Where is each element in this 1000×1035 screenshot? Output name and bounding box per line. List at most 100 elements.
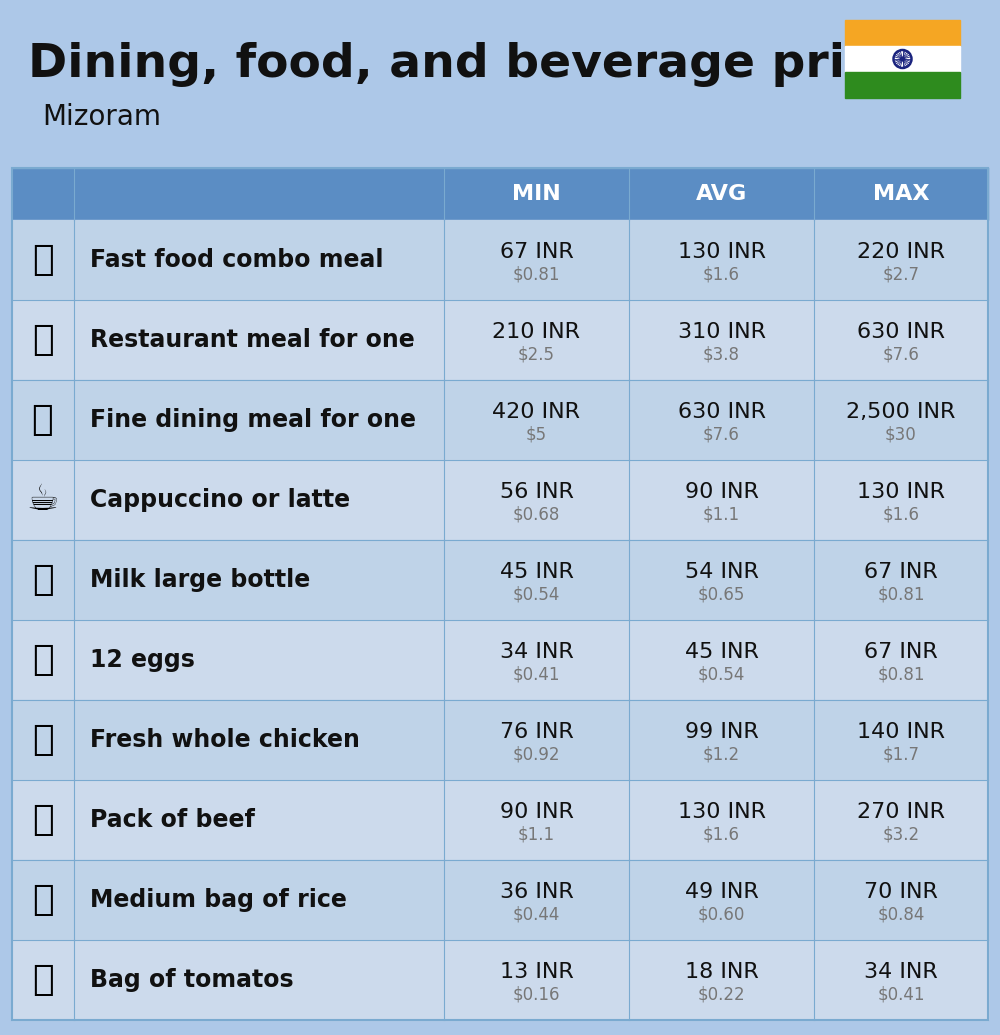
Bar bbox=[12, 168, 988, 1021]
Text: $1.6: $1.6 bbox=[883, 505, 920, 523]
Text: 🥛: 🥛 bbox=[32, 563, 54, 597]
Text: 67 INR: 67 INR bbox=[864, 562, 938, 582]
Text: Pack of beef: Pack of beef bbox=[90, 808, 255, 832]
Text: $0.68: $0.68 bbox=[513, 505, 560, 523]
Text: MIN: MIN bbox=[512, 184, 561, 204]
Text: 45 INR: 45 INR bbox=[685, 642, 758, 662]
Bar bbox=[12, 860, 988, 940]
Text: 210 INR: 210 INR bbox=[492, 322, 580, 342]
Text: 🍽️: 🍽️ bbox=[32, 403, 54, 437]
Circle shape bbox=[901, 57, 904, 61]
Text: 36 INR: 36 INR bbox=[500, 882, 573, 901]
Text: 630 INR: 630 INR bbox=[678, 402, 766, 422]
Text: $0.54: $0.54 bbox=[513, 585, 560, 603]
Text: Fine dining meal for one: Fine dining meal for one bbox=[90, 408, 416, 432]
Bar bbox=[12, 168, 988, 220]
Bar bbox=[12, 700, 988, 780]
Text: $1.7: $1.7 bbox=[883, 745, 920, 763]
Text: $0.81: $0.81 bbox=[513, 265, 560, 283]
Text: $3.8: $3.8 bbox=[703, 345, 740, 363]
Text: 76 INR: 76 INR bbox=[500, 722, 573, 742]
Text: 🥩: 🥩 bbox=[32, 803, 54, 837]
Text: Milk large bottle: Milk large bottle bbox=[90, 568, 310, 592]
Text: 420 INR: 420 INR bbox=[492, 402, 580, 422]
Text: $1.1: $1.1 bbox=[518, 825, 555, 842]
Text: $0.41: $0.41 bbox=[877, 985, 925, 1003]
Text: 130 INR: 130 INR bbox=[857, 482, 945, 502]
Text: Restaurant meal for one: Restaurant meal for one bbox=[90, 328, 415, 352]
Text: 45 INR: 45 INR bbox=[500, 562, 573, 582]
Text: $0.16: $0.16 bbox=[513, 985, 560, 1003]
Text: 12 eggs: 12 eggs bbox=[90, 648, 195, 672]
Text: $0.54: $0.54 bbox=[698, 666, 745, 683]
Text: $7.6: $7.6 bbox=[703, 425, 740, 443]
Text: 🥚: 🥚 bbox=[32, 643, 54, 677]
Bar bbox=[12, 300, 988, 380]
Text: 2,500 INR: 2,500 INR bbox=[846, 402, 956, 422]
Text: 67 INR: 67 INR bbox=[500, 242, 573, 262]
Text: 🍚: 🍚 bbox=[32, 883, 54, 917]
Text: $0.22: $0.22 bbox=[698, 985, 745, 1003]
Text: 49 INR: 49 INR bbox=[685, 882, 758, 901]
Text: ☕: ☕ bbox=[27, 483, 59, 518]
Bar bbox=[12, 940, 988, 1021]
Text: $7.6: $7.6 bbox=[883, 345, 919, 363]
Text: Medium bag of rice: Medium bag of rice bbox=[90, 888, 347, 912]
Text: $0.41: $0.41 bbox=[513, 666, 560, 683]
Bar bbox=[845, 46, 960, 72]
Text: Cappuccino or latte: Cappuccino or latte bbox=[90, 487, 350, 512]
Bar bbox=[12, 620, 988, 700]
Bar bbox=[845, 20, 960, 46]
Bar bbox=[12, 220, 988, 300]
Text: 18 INR: 18 INR bbox=[685, 962, 758, 982]
Text: 90 INR: 90 INR bbox=[500, 802, 573, 822]
Text: MAX: MAX bbox=[873, 184, 929, 204]
Text: Fresh whole chicken: Fresh whole chicken bbox=[90, 728, 360, 752]
Text: $0.60: $0.60 bbox=[698, 905, 745, 923]
Text: 🍅: 🍅 bbox=[32, 963, 54, 997]
Text: $1.2: $1.2 bbox=[703, 745, 740, 763]
Text: 67 INR: 67 INR bbox=[864, 642, 938, 662]
Text: 90 INR: 90 INR bbox=[685, 482, 758, 502]
Text: Fast food combo meal: Fast food combo meal bbox=[90, 248, 384, 272]
Text: 99 INR: 99 INR bbox=[685, 722, 758, 742]
Text: 70 INR: 70 INR bbox=[864, 882, 938, 901]
Text: 130 INR: 130 INR bbox=[678, 242, 766, 262]
Text: 13 INR: 13 INR bbox=[500, 962, 573, 982]
Text: $2.7: $2.7 bbox=[883, 265, 920, 283]
Text: 34 INR: 34 INR bbox=[864, 962, 938, 982]
Text: 54 INR: 54 INR bbox=[685, 562, 758, 582]
Text: 34 INR: 34 INR bbox=[500, 642, 573, 662]
Text: $5: $5 bbox=[526, 425, 547, 443]
Bar bbox=[12, 380, 988, 460]
Text: 56 INR: 56 INR bbox=[500, 482, 573, 502]
Text: 270 INR: 270 INR bbox=[857, 802, 945, 822]
Text: $0.92: $0.92 bbox=[513, 745, 560, 763]
Text: 🍗: 🍗 bbox=[32, 723, 54, 757]
Text: 🍔: 🍔 bbox=[32, 243, 54, 277]
Text: $1.1: $1.1 bbox=[703, 505, 740, 523]
Text: 220 INR: 220 INR bbox=[857, 242, 945, 262]
Text: 130 INR: 130 INR bbox=[678, 802, 766, 822]
Text: Mizoram: Mizoram bbox=[42, 104, 161, 131]
Text: $0.44: $0.44 bbox=[513, 905, 560, 923]
Text: 140 INR: 140 INR bbox=[857, 722, 945, 742]
Text: $3.2: $3.2 bbox=[882, 825, 920, 842]
Text: 310 INR: 310 INR bbox=[678, 322, 766, 342]
Text: 630 INR: 630 INR bbox=[857, 322, 945, 342]
Text: $30: $30 bbox=[885, 425, 917, 443]
Text: 🍳: 🍳 bbox=[32, 323, 54, 357]
Bar bbox=[12, 540, 988, 620]
Text: $0.81: $0.81 bbox=[877, 585, 925, 603]
Text: AVG: AVG bbox=[696, 184, 747, 204]
Text: $2.5: $2.5 bbox=[518, 345, 555, 363]
Text: $1.6: $1.6 bbox=[703, 265, 740, 283]
Text: $0.84: $0.84 bbox=[877, 905, 925, 923]
Text: Dining, food, and beverage prices: Dining, food, and beverage prices bbox=[28, 42, 933, 87]
Bar bbox=[12, 780, 988, 860]
Text: $0.81: $0.81 bbox=[877, 666, 925, 683]
Text: $1.6: $1.6 bbox=[703, 825, 740, 842]
Text: Bag of tomatos: Bag of tomatos bbox=[90, 968, 294, 992]
Bar bbox=[12, 460, 988, 540]
Text: $0.65: $0.65 bbox=[698, 585, 745, 603]
